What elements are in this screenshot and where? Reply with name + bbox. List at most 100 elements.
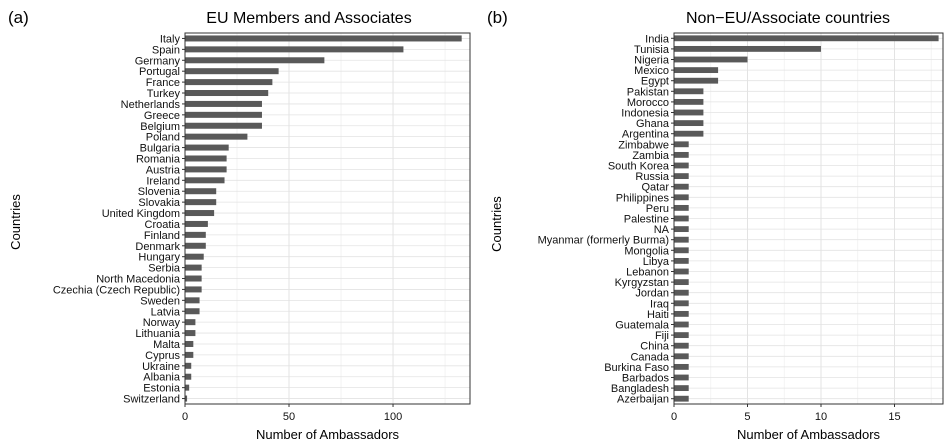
bar-na: [674, 226, 689, 233]
bar-greece: [185, 111, 262, 118]
x-tick-label: 50: [283, 411, 295, 423]
bar-argentina: [674, 130, 704, 137]
y-tick-label: Malta: [153, 339, 181, 351]
y-tick-label: Lithuania: [135, 328, 181, 340]
y-tick-label: Ghana: [636, 118, 670, 130]
y-tick-label: Slovakia: [138, 197, 180, 209]
bar-peru: [674, 204, 689, 211]
y-tick-label: Slovenia: [138, 186, 181, 198]
y-tick-label: Guatemala: [615, 320, 670, 332]
plot-border: [184, 32, 471, 405]
bar-denmark: [185, 242, 206, 249]
y-tick-label: Croatia: [145, 219, 181, 231]
bar-slovenia: [185, 188, 217, 195]
bar-croatia: [185, 220, 208, 227]
y-tick-label: Bangladesh: [611, 383, 669, 395]
y-tick-label: Italy: [160, 33, 181, 45]
bar-mongolia: [674, 247, 689, 254]
bar-lithuania: [185, 330, 196, 337]
bar-germany: [185, 57, 325, 64]
bar-united-kingdom: [185, 210, 215, 217]
bar-france: [185, 79, 273, 86]
bar-italy: [185, 35, 462, 42]
y-tick-label: China: [640, 341, 670, 353]
bar-philippines: [674, 194, 689, 201]
bar-zambia: [674, 151, 689, 158]
y-tick-label: Albania: [143, 372, 181, 384]
bar-morocco: [674, 98, 704, 105]
bar-switzerland: [185, 395, 188, 402]
bar-ireland: [185, 177, 225, 184]
bar-haiti: [674, 310, 689, 317]
bar-egypt: [674, 77, 719, 84]
y-tick-label: Ukraine: [142, 361, 180, 373]
x-tick-label: 0: [182, 411, 188, 423]
chart-title: EU Members and Associates: [206, 10, 411, 27]
bar-tunisia: [674, 45, 821, 52]
y-tick-label: NA: [654, 224, 670, 236]
bar-ghana: [674, 120, 704, 127]
x-tick-label: 15: [888, 411, 900, 423]
bar-estonia: [185, 384, 190, 391]
y-tick-label: Burkina Faso: [604, 362, 669, 374]
y-tick-label: France: [146, 77, 180, 89]
x-axis-title: Number of Ambassadors: [256, 427, 400, 442]
bar-lebanon: [674, 268, 689, 275]
bar-canada: [674, 353, 689, 360]
y-tick-label: Myanmar (formerly Burma): [538, 235, 669, 247]
bar-kyrgyzstan: [674, 279, 689, 286]
bar-portugal: [185, 68, 279, 75]
y-tick-label: Iraq: [650, 298, 669, 310]
y-tick-label: Ireland: [146, 175, 180, 187]
y-tick-label: Morocco: [627, 97, 669, 109]
bar-latvia: [185, 308, 200, 315]
y-tick-label: Germany: [135, 55, 181, 67]
bar-china: [674, 342, 689, 349]
bar-indonesia: [674, 109, 704, 116]
y-tick-label: Canada: [630, 351, 669, 363]
bar-norway: [185, 319, 196, 326]
y-tick-label: Zimbabwe: [618, 139, 669, 151]
y-tick-label: Sweden: [140, 295, 180, 307]
y-tick-label: Austria: [146, 164, 181, 176]
x-tick-label: 0: [671, 411, 677, 423]
y-tick-label: United Kingdom: [102, 208, 180, 220]
bar-qatar: [674, 183, 689, 190]
bar-azerbaijan: [674, 395, 689, 402]
bar-zimbabwe: [674, 141, 689, 148]
x-axis-title: Number of Ambassadors: [737, 427, 881, 442]
bar-jordan: [674, 289, 689, 296]
bar-turkey: [185, 90, 269, 97]
y-tick-label: Finland: [144, 230, 180, 242]
bar-netherlands: [185, 100, 262, 107]
y-tick-label: Romania: [136, 153, 181, 165]
bar-bulgaria: [185, 144, 229, 151]
y-tick-label: Spain: [152, 44, 180, 56]
y-tick-label: Latvia: [151, 306, 181, 318]
bar-russia: [674, 173, 689, 180]
chart-panel-1: (a) EU Members and Associates ItalySpainGe…: [8, 8, 471, 442]
y-tick-label: Haiti: [647, 309, 669, 321]
bar-slovakia: [185, 199, 217, 206]
bar-iraq: [674, 300, 689, 307]
bar-romania: [185, 155, 227, 162]
y-tick-label: Portugal: [139, 66, 180, 78]
y-tick-label: Czechia (Czech Republic): [53, 284, 180, 296]
y-tick-label: India: [645, 33, 670, 45]
x-tick-label: 5: [744, 411, 750, 423]
bar-ukraine: [185, 362, 192, 369]
y-tick-label: Peru: [646, 203, 669, 215]
y-tick-label: Fiji: [655, 330, 669, 342]
y-tick-label: Mexico: [634, 65, 669, 77]
bar-spain: [185, 46, 404, 53]
y-tick-label: Lebanon: [626, 267, 669, 279]
y-tick-label: Poland: [146, 132, 180, 144]
chart-title: Non−EU/Associate countries: [686, 10, 890, 27]
chart-panel-2: (b) Non−EU/Associate countries IndiaTunisi…: [487, 8, 944, 442]
y-tick-label: Libya: [643, 256, 670, 268]
y-tick-label: Hungary: [138, 252, 180, 264]
y-tick-label: Netherlands: [121, 99, 181, 111]
panel-label: (a): [8, 8, 29, 27]
bar-libya: [674, 257, 689, 264]
y-tick-label: Egypt: [641, 76, 669, 88]
